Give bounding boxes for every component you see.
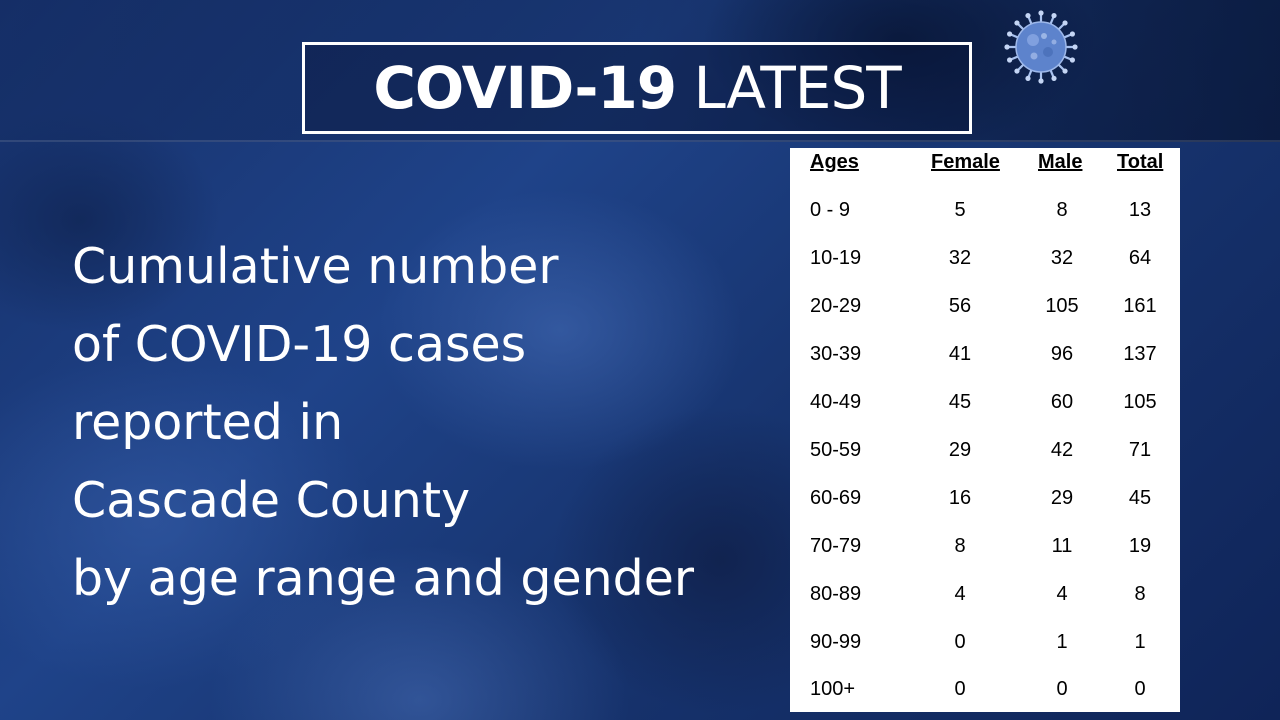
table-row: 0 - 9 5 8 13 bbox=[790, 199, 1180, 229]
total-cell: 0 bbox=[1134, 678, 1146, 700]
male-cell: 105 bbox=[1045, 295, 1079, 317]
male-cell: 1 bbox=[1056, 631, 1068, 653]
caption-line: by age range and gender bbox=[72, 550, 695, 607]
caption-line: of COVID-19 cases bbox=[72, 316, 527, 373]
table-row: 30-39 41 96 137 bbox=[790, 343, 1180, 373]
male-cell: 11 bbox=[1051, 535, 1073, 557]
table-row: 50-59 29 42 71 bbox=[790, 439, 1180, 469]
caption: Cumulative number of COVID-19 cases repo… bbox=[72, 228, 772, 618]
table-row: 40-49 45 60 105 bbox=[790, 391, 1180, 421]
table-row: 10-19 32 32 64 bbox=[790, 247, 1180, 277]
male-cell: 42 bbox=[1050, 439, 1074, 461]
female-cell: 8 bbox=[954, 535, 966, 557]
female-cell: 41 bbox=[948, 343, 972, 365]
header-male: Male bbox=[1038, 151, 1083, 173]
female-cell: 32 bbox=[948, 247, 972, 269]
total-cell: 64 bbox=[1128, 247, 1152, 269]
total-cell: 71 bbox=[1128, 439, 1152, 461]
cases-table: Ages Female Male Total 0 - 9 5 8 13 10-1… bbox=[790, 148, 1180, 712]
total-cell: 161 bbox=[1123, 295, 1157, 317]
age-cell: 80-89 bbox=[810, 583, 862, 605]
female-cell: 29 bbox=[948, 439, 972, 461]
headline: COVID-19 LATEST bbox=[373, 59, 901, 117]
caption-line: reported in bbox=[72, 394, 344, 451]
female-cell: 0 bbox=[954, 631, 966, 653]
age-cell: 90-99 bbox=[810, 631, 862, 653]
age-cell: 40-49 bbox=[810, 391, 862, 413]
age-cell: 20-29 bbox=[810, 295, 862, 317]
table-row: 20-29 56 105 161 bbox=[790, 295, 1180, 325]
male-cell: 32 bbox=[1050, 247, 1074, 269]
age-cell: 50-59 bbox=[810, 439, 862, 461]
total-cell: 19 bbox=[1128, 535, 1152, 557]
header-total: Total bbox=[1117, 151, 1164, 173]
header-female: Female bbox=[931, 151, 1000, 173]
female-cell: 5 bbox=[954, 199, 966, 221]
table-row: 60-69 16 29 45 bbox=[790, 487, 1180, 517]
age-cell: 30-39 bbox=[810, 343, 862, 365]
total-cell: 1 bbox=[1134, 631, 1146, 653]
table-row: 100+ 0 0 0 bbox=[790, 678, 1180, 708]
virus-icon bbox=[1004, 10, 1078, 84]
total-cell: 105 bbox=[1123, 391, 1157, 413]
female-cell: 45 bbox=[948, 391, 972, 413]
male-cell: 8 bbox=[1056, 199, 1068, 221]
age-cell: 0 - 9 bbox=[810, 199, 851, 221]
male-cell: 29 bbox=[1050, 487, 1074, 509]
female-cell: 16 bbox=[948, 487, 972, 509]
male-cell: 0 bbox=[1056, 678, 1068, 700]
headline-bold: COVID-19 bbox=[373, 54, 677, 122]
age-cell: 60-69 bbox=[810, 487, 862, 509]
male-cell: 4 bbox=[1056, 583, 1068, 605]
age-cell: 10-19 bbox=[810, 247, 862, 269]
total-cell: 137 bbox=[1123, 343, 1157, 365]
header-divider bbox=[0, 140, 1280, 142]
age-cell: 100+ bbox=[810, 678, 856, 700]
female-cell: 56 bbox=[948, 295, 972, 317]
header-ages: Ages bbox=[810, 151, 859, 173]
male-cell: 60 bbox=[1050, 391, 1074, 413]
table-row: 70-79 8 11 19 bbox=[790, 535, 1180, 565]
table-row: 90-99 0 1 1 bbox=[790, 631, 1180, 661]
total-cell: 13 bbox=[1128, 199, 1152, 221]
female-cell: 0 bbox=[954, 678, 966, 700]
headline-box: COVID-19 LATEST bbox=[302, 42, 972, 134]
caption-line: Cumulative number bbox=[72, 238, 559, 295]
age-cell: 70-79 bbox=[810, 535, 862, 557]
headline-light: LATEST bbox=[693, 54, 902, 122]
female-cell: 4 bbox=[954, 583, 966, 605]
table-row: 80-89 4 4 8 bbox=[790, 583, 1180, 613]
total-cell: 45 bbox=[1128, 487, 1152, 509]
male-cell: 96 bbox=[1050, 343, 1074, 365]
total-cell: 8 bbox=[1134, 583, 1146, 605]
caption-line: Cascade County bbox=[72, 472, 471, 529]
